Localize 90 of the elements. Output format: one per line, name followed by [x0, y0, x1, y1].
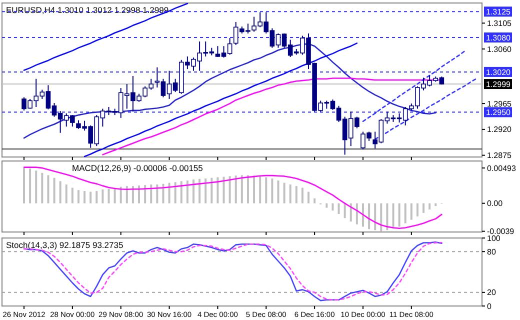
bar [77, 190, 80, 204]
y-tick-label: 80 [487, 247, 496, 256]
chart-title: Stoch(14,3,3) 92.1875 93.2735 [6, 240, 124, 250]
y-tick-label: 1.2965 [487, 99, 512, 108]
bar [120, 186, 122, 204]
bar [41, 172, 44, 204]
bar [138, 185, 140, 204]
bar [362, 203, 364, 227]
bar [271, 178, 274, 204]
y-tick-label: 1.3105 [487, 18, 512, 28]
bar [23, 168, 25, 204]
bar [204, 178, 207, 204]
bar [386, 203, 388, 230]
y-tick-label: 1.2875 [487, 151, 512, 160]
y-tick-label: 0.00 [487, 199, 504, 208]
bar [132, 186, 134, 204]
y-tick-label: 1.3060 [487, 44, 512, 54]
bar [35, 170, 38, 204]
bar [314, 198, 316, 204]
bar [150, 184, 152, 204]
chart-title: MACD(12,26,9) -0.00006 -0.00155 [72, 163, 204, 173]
bar [283, 182, 286, 204]
bar [392, 203, 394, 228]
line-series [102, 78, 442, 156]
bar [71, 188, 74, 204]
bar [398, 203, 400, 227]
bar [374, 203, 376, 230]
bar [277, 180, 280, 204]
bar [29, 168, 32, 204]
bar [186, 180, 188, 204]
bar [84, 191, 86, 204]
bar [410, 203, 412, 220]
bar [253, 176, 256, 204]
bar [168, 182, 170, 204]
bar [102, 189, 104, 204]
bar [434, 203, 437, 206]
bar [210, 178, 213, 204]
bar [332, 203, 334, 211]
bar [428, 203, 431, 210]
y-tick-label: 0.00493 [487, 164, 516, 173]
bar [301, 188, 304, 204]
bar [180, 181, 182, 204]
bar [192, 180, 194, 204]
bar [96, 191, 98, 204]
bar [59, 181, 62, 204]
y-tick-label: 100 [487, 234, 501, 243]
y-tick-label: 1.2920 [487, 125, 512, 134]
line-series [23, 166, 442, 230]
bar [308, 192, 310, 204]
bar [162, 184, 164, 204]
chart-title: EURUSD,H4 1.3010 1.3012 1.2998 1.2999 [6, 5, 169, 15]
line-series [84, 42, 358, 157]
bar [126, 186, 128, 204]
bar [326, 203, 328, 208]
ref-line-label: 1.2950 [486, 108, 512, 117]
y-tick-label: -0.0039 [487, 227, 515, 236]
bar [234, 176, 237, 204]
ref-line-label: 1.3080 [486, 33, 512, 42]
bar [65, 184, 68, 204]
bar [404, 203, 406, 224]
bar [368, 203, 370, 230]
bar [108, 188, 110, 204]
ref-line-label: 1.3125 [486, 7, 512, 16]
bar [53, 178, 56, 204]
bar [174, 182, 176, 204]
bar [156, 184, 158, 204]
bar [380, 203, 382, 232]
bar [216, 177, 219, 204]
bar [144, 185, 146, 204]
bar [240, 175, 243, 204]
bar [422, 203, 425, 213]
bar [338, 203, 340, 214]
bar [289, 184, 292, 204]
bar [114, 188, 116, 204]
bar [265, 177, 268, 204]
bar [222, 176, 225, 204]
bar [344, 203, 346, 218]
ref-line-label: 1.3020 [486, 68, 512, 77]
bar [356, 203, 358, 224]
bar [259, 176, 262, 204]
bar [246, 175, 249, 204]
bar [198, 178, 201, 204]
bar [47, 175, 50, 204]
ref-line-label: 1.2999 [486, 80, 512, 89]
y-tick-label: 20 [487, 288, 496, 298]
y-tick-label: 0 [487, 302, 492, 311]
bar [228, 176, 231, 204]
bar [416, 203, 418, 216]
bar [90, 192, 92, 204]
bar [295, 186, 298, 204]
